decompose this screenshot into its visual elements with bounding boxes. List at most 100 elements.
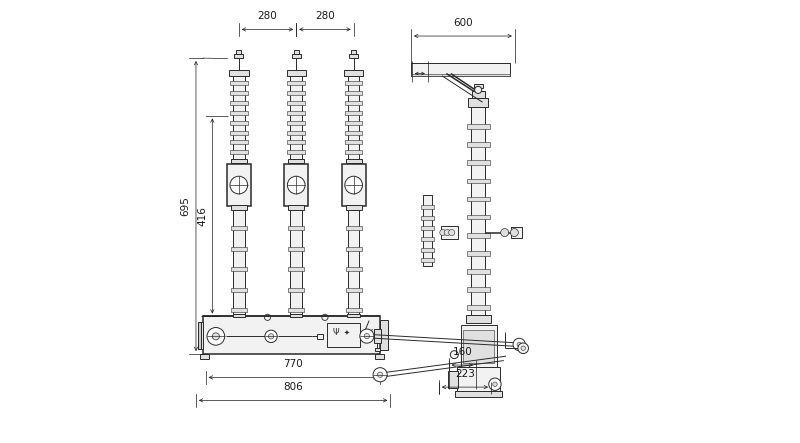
- Text: 280: 280: [258, 12, 278, 21]
- Bar: [287, 151, 305, 154]
- Bar: [284, 164, 308, 206]
- Bar: [347, 314, 360, 317]
- Bar: [454, 391, 502, 397]
- Bar: [380, 320, 388, 350]
- Bar: [230, 131, 248, 135]
- Bar: [234, 54, 243, 58]
- Bar: [346, 226, 362, 230]
- Bar: [466, 287, 490, 292]
- Bar: [288, 205, 304, 210]
- Bar: [198, 322, 203, 349]
- Bar: [346, 247, 362, 251]
- Bar: [342, 164, 366, 206]
- Bar: [350, 54, 358, 58]
- Bar: [345, 81, 362, 85]
- Bar: [230, 101, 248, 105]
- Text: 695: 695: [181, 196, 190, 216]
- Bar: [294, 50, 299, 54]
- Bar: [375, 354, 384, 359]
- Bar: [233, 206, 245, 316]
- Text: 160: 160: [452, 347, 472, 357]
- Bar: [411, 74, 510, 76]
- Bar: [374, 329, 382, 342]
- Bar: [375, 348, 380, 351]
- Circle shape: [518, 343, 529, 354]
- Bar: [469, 98, 488, 107]
- Circle shape: [287, 176, 305, 194]
- Bar: [471, 107, 486, 316]
- Text: 806: 806: [283, 382, 303, 392]
- Circle shape: [265, 330, 278, 342]
- Circle shape: [212, 333, 219, 340]
- Circle shape: [364, 334, 370, 339]
- Bar: [511, 227, 522, 238]
- Bar: [231, 267, 246, 271]
- Bar: [463, 330, 494, 363]
- Bar: [327, 323, 360, 347]
- Bar: [421, 248, 434, 252]
- Circle shape: [345, 176, 362, 194]
- Bar: [287, 101, 305, 105]
- Circle shape: [449, 229, 454, 236]
- Circle shape: [450, 351, 458, 359]
- Circle shape: [378, 372, 382, 377]
- Bar: [466, 251, 490, 256]
- Circle shape: [510, 229, 518, 237]
- Bar: [230, 151, 248, 154]
- Bar: [471, 91, 485, 98]
- Bar: [288, 308, 304, 312]
- Bar: [287, 120, 305, 124]
- Circle shape: [230, 176, 248, 194]
- Bar: [448, 371, 458, 388]
- Bar: [231, 226, 246, 230]
- Circle shape: [474, 86, 482, 93]
- Bar: [411, 63, 510, 76]
- Bar: [288, 247, 304, 251]
- Text: 600: 600: [453, 18, 473, 28]
- Circle shape: [489, 378, 501, 390]
- Bar: [346, 205, 362, 210]
- Text: 770: 770: [283, 359, 302, 369]
- Circle shape: [493, 382, 497, 386]
- Bar: [230, 81, 248, 85]
- Bar: [345, 131, 362, 135]
- Bar: [466, 315, 490, 323]
- Text: 280: 280: [315, 12, 335, 21]
- Bar: [230, 91, 248, 95]
- Circle shape: [207, 327, 225, 345]
- Bar: [466, 124, 490, 129]
- Circle shape: [513, 338, 526, 351]
- Bar: [466, 142, 490, 147]
- Bar: [230, 120, 248, 124]
- Circle shape: [444, 229, 450, 236]
- Text: 416: 416: [197, 206, 207, 226]
- Bar: [348, 71, 359, 159]
- Bar: [346, 267, 362, 271]
- Bar: [288, 267, 304, 271]
- Circle shape: [373, 368, 387, 382]
- Bar: [288, 159, 304, 163]
- Circle shape: [501, 229, 509, 237]
- Bar: [466, 233, 490, 237]
- Circle shape: [517, 342, 522, 347]
- Circle shape: [440, 229, 446, 236]
- Bar: [287, 81, 305, 85]
- Text: ✦: ✦: [344, 329, 350, 335]
- Bar: [348, 206, 359, 316]
- Bar: [423, 195, 432, 266]
- Circle shape: [268, 334, 274, 339]
- Bar: [287, 91, 305, 95]
- Bar: [345, 140, 362, 144]
- Bar: [466, 305, 490, 310]
- Bar: [288, 226, 304, 230]
- Bar: [461, 325, 497, 367]
- Circle shape: [360, 329, 374, 343]
- Bar: [231, 205, 246, 210]
- Text: Ψ: Ψ: [333, 328, 339, 337]
- Bar: [290, 71, 302, 159]
- Bar: [200, 354, 209, 359]
- Bar: [231, 159, 246, 163]
- Bar: [346, 159, 362, 163]
- Bar: [231, 308, 246, 312]
- Bar: [466, 160, 490, 165]
